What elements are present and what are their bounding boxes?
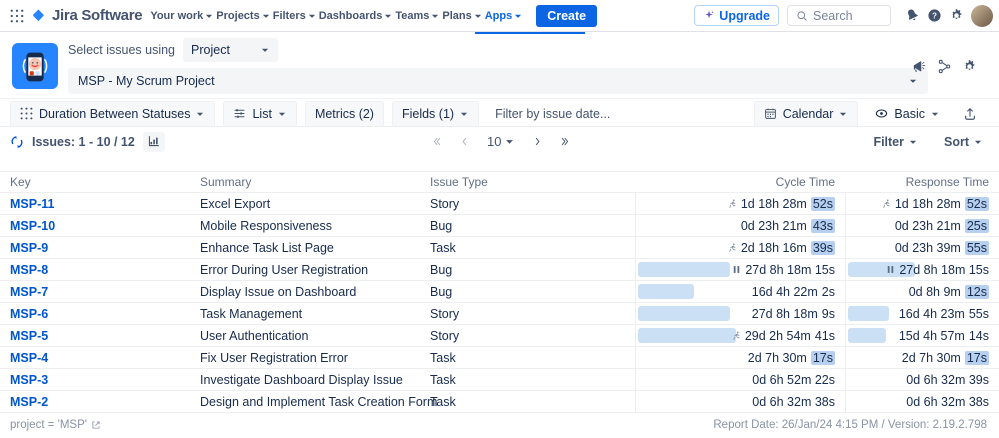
svg-text:?: ? bbox=[932, 12, 937, 21]
